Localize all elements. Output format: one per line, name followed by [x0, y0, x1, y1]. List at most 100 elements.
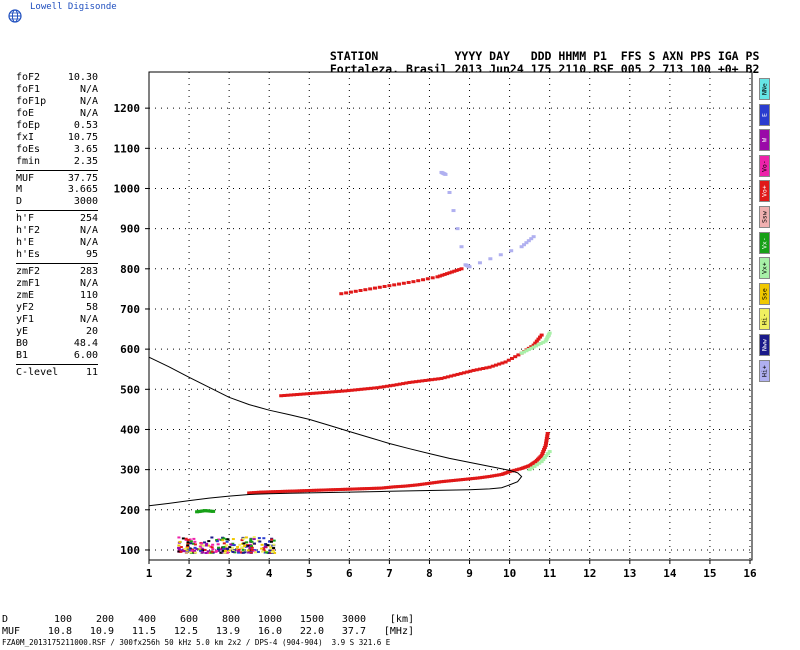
echo-point — [442, 376, 447, 380]
echo-point — [480, 475, 485, 479]
echo-point — [271, 490, 276, 494]
es-echo-point — [193, 546, 197, 549]
echo-point — [279, 394, 284, 398]
echo-point — [526, 239, 531, 243]
y-tick-label: 1200 — [114, 102, 141, 115]
muf-table-cell: 1500 — [299, 614, 324, 625]
es-echo-point — [226, 538, 230, 541]
es-echo-point — [237, 551, 241, 554]
es-echo-point — [223, 549, 227, 552]
es-echo-point — [270, 538, 274, 541]
echo-point — [536, 337, 541, 341]
echo-point — [519, 245, 524, 249]
echo-point — [302, 489, 307, 493]
echo-point — [541, 458, 546, 462]
x-tick-label: 3 — [226, 567, 233, 580]
muf-table-cell: 800 — [221, 614, 240, 625]
echo-point — [437, 274, 442, 278]
echo-point — [365, 387, 370, 391]
echo-point — [527, 468, 532, 472]
es-echo-point — [219, 551, 223, 554]
echo-point — [529, 237, 534, 241]
es-echo-point — [236, 550, 240, 553]
muf-table-row: MUF 10.8 10.9 11.5 12.5 13.9 16.0 22.0 37.7 [MHz] — [2, 626, 414, 638]
param-name: D — [16, 196, 23, 208]
echo-point — [451, 209, 456, 213]
echo-point — [422, 482, 427, 486]
echo-point — [482, 475, 487, 479]
es-echo-point — [206, 551, 210, 554]
echo-point — [372, 286, 377, 290]
es-echo-point — [178, 540, 182, 543]
echo-point — [394, 383, 399, 387]
echo-point — [534, 339, 539, 343]
echo-point — [308, 392, 313, 396]
echo-point — [458, 372, 463, 376]
echo-point — [381, 486, 386, 490]
echo-point — [362, 387, 367, 391]
es-echo-point — [268, 549, 272, 552]
es-echo-point — [229, 543, 233, 546]
echo-point — [357, 487, 362, 491]
es-echo-point — [184, 538, 188, 541]
echo-point — [441, 479, 446, 483]
es-echo-point — [185, 546, 189, 549]
echo-point — [290, 489, 295, 493]
es-echo-point — [188, 538, 192, 541]
echo-point — [544, 439, 549, 443]
es-echo-point — [246, 545, 250, 548]
es-echo-point — [216, 543, 220, 546]
model-profile-line — [148, 356, 523, 507]
y-tick-label: 900 — [120, 223, 140, 236]
es-echo-point — [187, 547, 191, 550]
echo-point — [526, 348, 531, 352]
echo-point — [292, 489, 297, 493]
echo-point — [531, 343, 536, 347]
echo-point — [524, 349, 529, 353]
es-echo-point — [211, 543, 215, 546]
es-echo-point — [186, 542, 190, 545]
echo-point — [300, 489, 305, 493]
echo-point — [443, 172, 448, 176]
echo-point — [362, 487, 367, 491]
echo-point — [340, 487, 345, 491]
es-echo-point — [253, 551, 257, 554]
legend-item: Vx+ — [759, 257, 770, 280]
param-name: yF2 — [16, 301, 35, 313]
echo-point — [379, 486, 384, 490]
es-echo-point — [219, 548, 223, 551]
echo-point — [522, 243, 527, 247]
echo-point — [276, 490, 281, 494]
muf-table-cell: 200 — [95, 614, 114, 625]
echo-point — [444, 479, 449, 483]
echo-point — [458, 478, 463, 482]
x-tick-label: 15 — [703, 567, 716, 580]
y-tick-label: 100 — [120, 544, 140, 557]
es-echo-point — [233, 551, 237, 554]
echo-point — [339, 292, 344, 296]
echo-point — [397, 282, 402, 286]
echo-point — [517, 467, 522, 471]
echo-point — [493, 363, 498, 367]
param-name: h'F2 — [16, 225, 41, 237]
es-echo-point — [225, 544, 229, 547]
echo-point — [355, 487, 360, 491]
param-value: N/A — [79, 313, 98, 325]
es-echo-point — [182, 548, 186, 551]
legend-item: NNe — [759, 78, 770, 100]
echo-point — [514, 468, 519, 472]
echo-point — [295, 489, 300, 493]
echo-point — [467, 265, 472, 269]
echo-point — [540, 452, 545, 456]
es-echo-point — [226, 548, 230, 551]
echo-point — [324, 488, 329, 492]
es-echo-point — [204, 544, 208, 547]
echo-point — [247, 491, 252, 495]
param-name: fmin — [16, 155, 41, 167]
echo-point — [435, 275, 440, 279]
x-tick-label: 2 — [186, 567, 193, 580]
echo-point — [470, 477, 475, 481]
echo-point — [377, 285, 382, 289]
echo-point — [545, 431, 550, 435]
echo-point — [420, 379, 425, 383]
